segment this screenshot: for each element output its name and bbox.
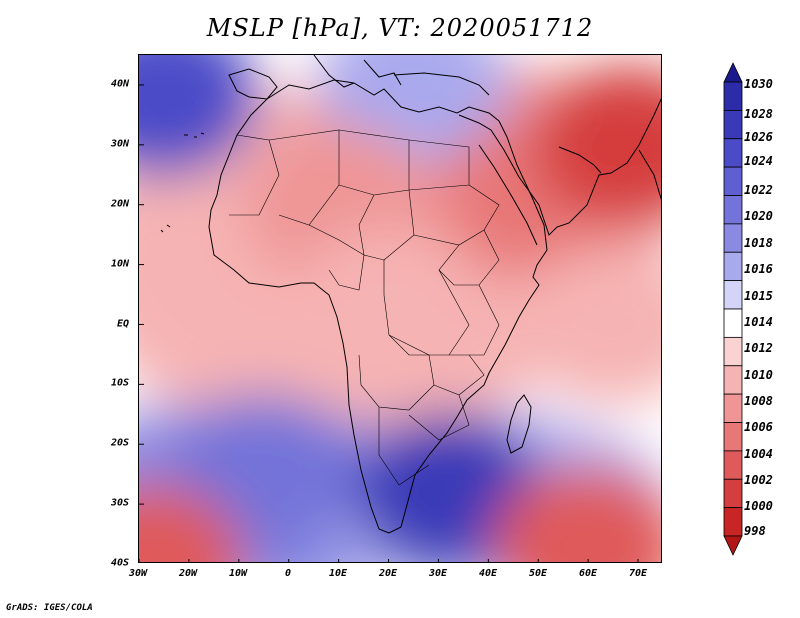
cape-verde-islands [160, 224, 171, 233]
colorbar-label-1008: 1008 [744, 394, 773, 408]
pressure-cell-south-atlantic-low [139, 484, 244, 562]
colorbar-label-998: 998 [744, 524, 766, 538]
colorbar-swatch-1006 [723, 422, 743, 452]
lon-label-60e: 60E [578, 568, 598, 579]
pressure-cell-equatorial-trough [293, 226, 484, 387]
colorbar-label-1015: 1015 [744, 289, 773, 303]
lon-label-10w: 10W [228, 568, 248, 579]
colorbar-swatch-1028 [723, 81, 743, 111]
coastlines [160, 55, 661, 534]
lon-label-0: 0 [284, 568, 292, 579]
colorbar-swatch-1010 [723, 365, 743, 395]
colorbar-label-1020: 1020 [744, 209, 773, 223]
colorbar-swatch-1022 [723, 166, 743, 196]
colorbar-swatch-1020 [723, 195, 743, 225]
grads-credit: GrADS: IGES/COLA [6, 603, 93, 613]
colorbar-swatch-1024 [723, 138, 743, 168]
colorbar-label-1026: 1026 [744, 130, 773, 144]
colorbar-arrow-bottom [723, 535, 743, 556]
field-blobs [139, 55, 661, 562]
colorbar-swatch-1018 [723, 223, 743, 253]
lon-label-10e: 10E [328, 568, 348, 579]
country-borders [229, 129, 500, 486]
italy-greece-coastline [313, 55, 402, 88]
graticule-frame [139, 84, 639, 562]
africa-coastline [208, 79, 548, 534]
india-coastline [638, 149, 661, 201]
lon-label-20e: 20E [378, 568, 398, 579]
pressure-field [139, 55, 661, 562]
colorbar-label-1006: 1006 [744, 420, 773, 434]
colorbar-label-1014: 1014 [744, 315, 773, 329]
colorbar-label-1010: 1010 [744, 368, 773, 382]
colorbar-swatch-1002 [723, 478, 743, 509]
lon-label-40e: 40E [478, 568, 498, 579]
lat-label-eq: EQ [116, 318, 129, 330]
lat-label-10s: 10S [110, 377, 129, 389]
pressure-cell-subtropical-high-north-atlantic [139, 55, 259, 177]
lat-label-30n: 30N [110, 138, 129, 150]
lon-label-50e: 50E [528, 568, 548, 579]
lat-label-10n: 10N [110, 258, 129, 270]
pressure-cell-south-africa-high [353, 412, 544, 562]
lon-label-30e: 30E [428, 568, 448, 579]
madagascar-coastline [506, 394, 532, 454]
lat-label-20s: 20S [110, 437, 129, 449]
colorbar-swatch-1008 [723, 393, 743, 423]
lat-label-40s: 40S [110, 557, 129, 569]
colorbar-swatch-1004 [723, 450, 743, 480]
colorbar-label-1030: 1030 [744, 77, 773, 91]
anatolia-coastline [393, 72, 490, 96]
colorbar-label-1004: 1004 [744, 447, 773, 461]
lon-label-20w: 20W [178, 568, 198, 579]
canary-islands [184, 132, 205, 138]
colorbar-swatch-1012 [723, 336, 743, 367]
colorbar-swatch-1016 [723, 251, 743, 282]
colorbar-label-1002: 1002 [744, 473, 773, 487]
red-sea-coast [478, 144, 538, 246]
colorbar-label-1028: 1028 [744, 107, 773, 121]
map-title: MSLP [hPa], VT: 2020051712 [206, 14, 594, 42]
lat-label-40n: 40N [110, 78, 129, 90]
pressure-cell-indian-ocean [518, 244, 661, 405]
lat-label-20n: 20N [110, 198, 129, 210]
colorbar-label-1022: 1022 [744, 183, 773, 197]
colorbar-arrow-top [723, 62, 743, 83]
colorbar-label-1000: 1000 [744, 499, 773, 513]
lon-label-70e: 70E [628, 568, 648, 579]
pressure-map [138, 54, 662, 563]
lon-label-30w: 30W [128, 568, 148, 579]
arabia-coastline [458, 98, 661, 236]
colorbar-label-1016: 1016 [744, 262, 773, 276]
colorbar-label-1024: 1024 [744, 154, 773, 168]
colorbar-swatch-1026 [723, 109, 743, 140]
colorbar-label-1012: 1012 [744, 341, 773, 355]
colorbar-label-1018: 1018 [744, 236, 773, 250]
colorbar-swatch-1014 [723, 308, 743, 338]
lat-label-30s: 30S [110, 497, 129, 509]
pressure-cell-pakistan-thermal-low [533, 64, 661, 225]
pressure-cell-southern-indian-low [493, 466, 661, 562]
colorbar-swatch-1000 [723, 507, 743, 537]
iberia-coastline [228, 68, 278, 100]
colorbar-swatch-1015 [723, 280, 743, 310]
persian-gulf [558, 146, 602, 174]
colorbar [723, 62, 743, 556]
